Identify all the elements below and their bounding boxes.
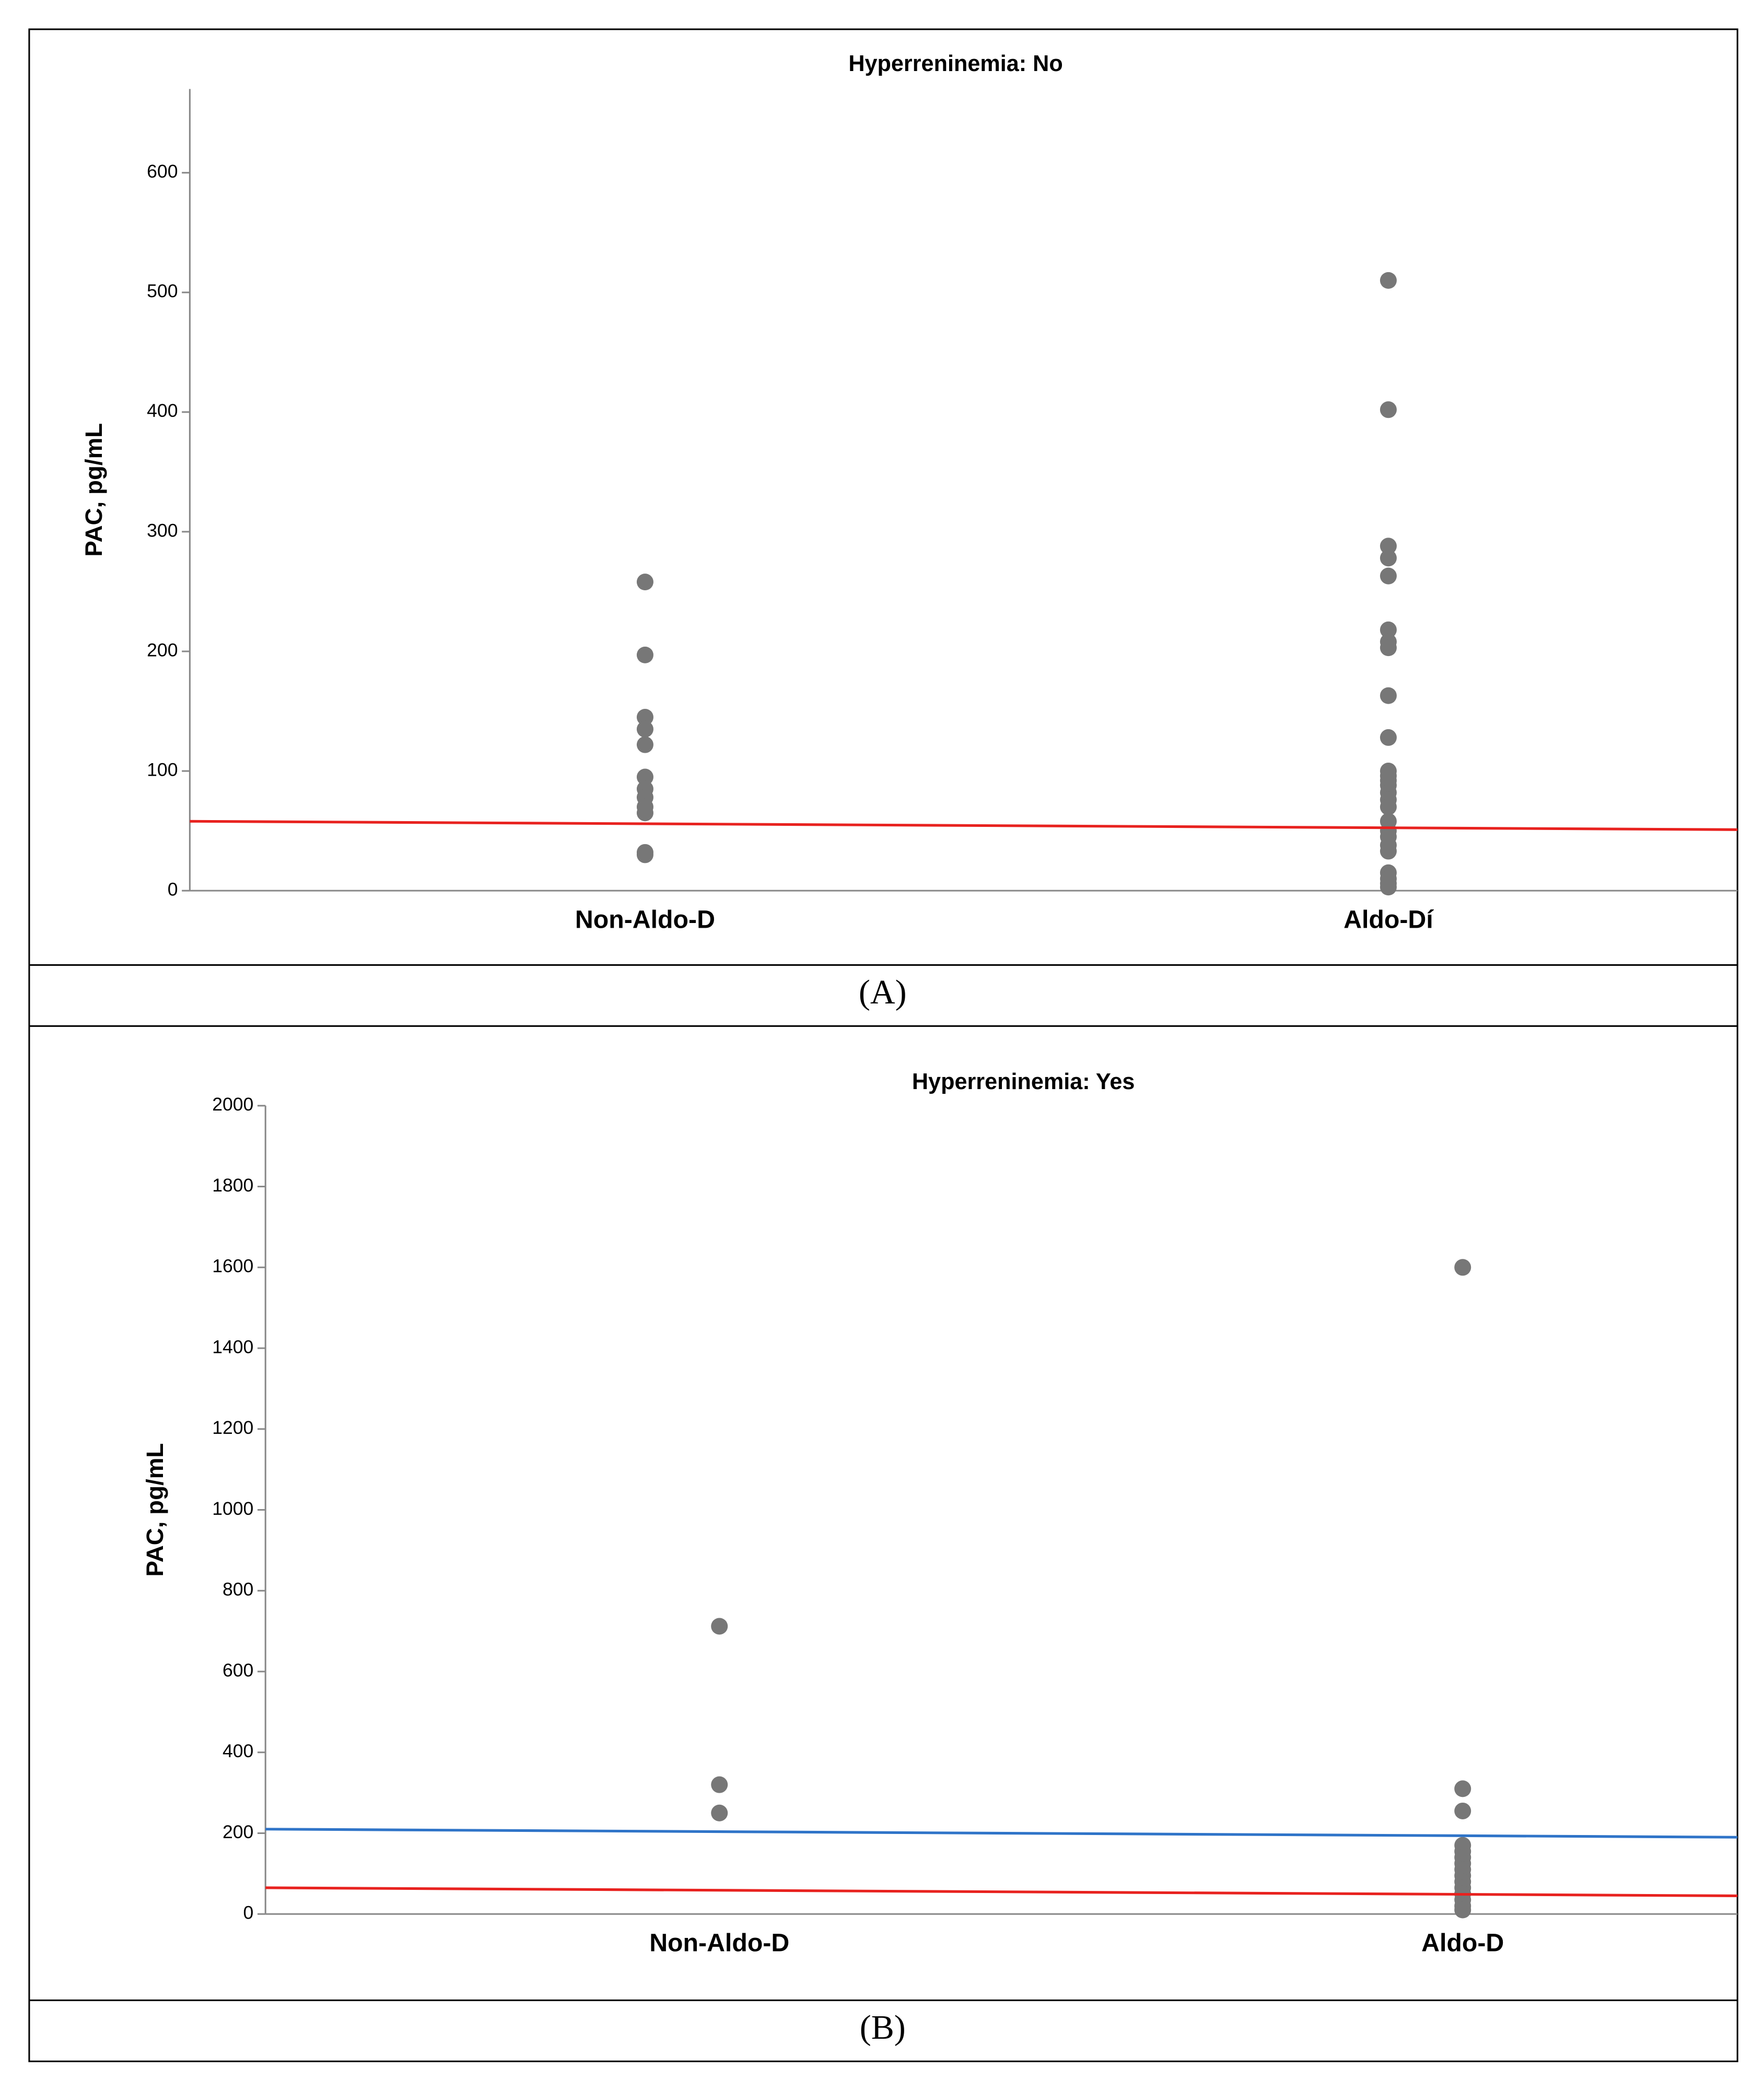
y-tick-label: 0: [243, 1902, 254, 1923]
data-point: [711, 1618, 728, 1635]
data-point: [636, 646, 653, 663]
data-point: [1380, 687, 1397, 704]
data-point: [1380, 639, 1397, 657]
data-point: [1380, 537, 1397, 555]
data-point: [1380, 879, 1397, 896]
x-tick-label: Non-Aldo-D: [575, 905, 715, 933]
data-point: [636, 720, 653, 738]
y-axis-label: PAC, pg/mL: [142, 1443, 168, 1577]
data-point: [1380, 843, 1397, 860]
y-tick-label: 1600: [212, 1256, 253, 1277]
y-tick-label: 300: [147, 520, 178, 541]
data-point: [636, 768, 653, 786]
y-tick-label: 100: [147, 759, 178, 780]
data-point: [636, 708, 653, 726]
x-tick-label: Aldo-Dí: [1344, 905, 1434, 933]
y-tick-label: 1000: [212, 1498, 253, 1519]
data-point: [1454, 1780, 1471, 1797]
reference-line: [265, 1886, 1738, 1897]
data-point: [1380, 272, 1397, 289]
reference-line: [265, 1828, 1738, 1839]
y-tick-label: 400: [223, 1740, 253, 1761]
data-point: [1380, 621, 1397, 638]
data-point: [1380, 401, 1397, 418]
y-tick-label: 1800: [212, 1175, 253, 1196]
x-tick-label: Aldo-D: [1421, 1929, 1504, 1957]
x-tick-label: Non-Aldo-D: [649, 1929, 789, 1957]
y-tick-label: 1200: [212, 1417, 253, 1438]
data-point: [636, 736, 653, 753]
y-tick-label: 2000: [212, 1094, 253, 1115]
data-point: [1454, 1802, 1471, 1819]
data-point: [711, 1804, 728, 1821]
data-point: [711, 1776, 728, 1793]
data-point: [1454, 1259, 1471, 1276]
data-point: [1380, 798, 1397, 815]
chart-title: Hyperreninemia: Yes: [912, 1069, 1135, 1094]
y-tick-label: 600: [223, 1660, 253, 1680]
panel-label: (B): [860, 2008, 906, 2047]
panel-label: (A): [859, 973, 907, 1011]
data-point: [1454, 1901, 1471, 1919]
data-point: [636, 804, 653, 822]
data-point: [1380, 567, 1397, 585]
y-tick-label: 200: [223, 1821, 253, 1842]
data-point: [1380, 550, 1397, 567]
chart-title: Hyperreninemia: No: [848, 51, 1062, 76]
data-point: [1380, 729, 1397, 746]
y-tick-label: 800: [223, 1579, 253, 1600]
reference-line: [190, 820, 1738, 831]
outer-frame: [28, 28, 1738, 2062]
data-point: [636, 574, 653, 591]
y-tick-label: 200: [147, 639, 178, 660]
y-tick-label: 1400: [212, 1336, 253, 1357]
y-axis-label: PAC, pg/mL: [80, 423, 107, 557]
y-tick-label: 400: [147, 400, 178, 421]
y-tick-label: 600: [147, 161, 178, 182]
y-tick-label: 500: [147, 281, 178, 301]
y-tick-label: 0: [168, 879, 178, 900]
data-point: [636, 846, 653, 863]
frames: [28, 28, 1738, 2062]
